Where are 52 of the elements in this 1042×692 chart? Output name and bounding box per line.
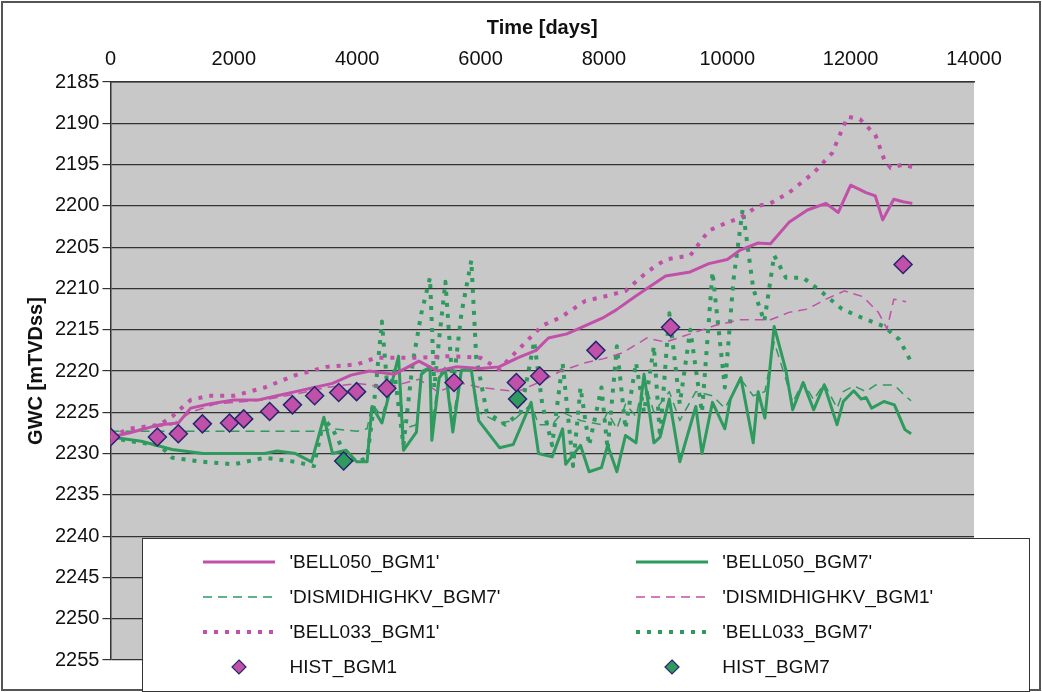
x-tick-label: 4000 bbox=[334, 46, 380, 69]
x-tick-label: 10000 bbox=[699, 46, 756, 69]
legend-label: HIST_BGM1 bbox=[289, 655, 398, 678]
y-tick-label: 2225 bbox=[54, 399, 100, 422]
x-tick-label: 12000 bbox=[822, 46, 879, 69]
legend-label: 'DISMIDHIGHKV_BGM1' bbox=[722, 585, 934, 608]
point bbox=[530, 366, 550, 386]
y-tick-label: 2255 bbox=[54, 647, 100, 670]
y-tick-label: 2205 bbox=[54, 234, 100, 257]
point bbox=[328, 382, 349, 403]
y-tick-label: 2195 bbox=[54, 152, 100, 175]
y-axis-title: GWC [mTVDss] bbox=[23, 297, 46, 445]
y-tick-label: 2210 bbox=[54, 275, 100, 298]
point bbox=[586, 340, 606, 361]
y-tick-label: 2200 bbox=[54, 193, 100, 216]
legend-label: 'BELL033_BGM7' bbox=[722, 620, 873, 643]
y-tick-label: 2230 bbox=[54, 441, 100, 464]
x-tick-label: 2000 bbox=[211, 46, 257, 69]
y-tick-label: 2220 bbox=[54, 358, 100, 381]
point bbox=[893, 254, 913, 275]
point bbox=[444, 372, 464, 393]
point bbox=[168, 424, 189, 444]
y-tick-label: 2240 bbox=[54, 523, 100, 546]
legend-label: 'DISMIDHIGHKV_BGM7' bbox=[289, 585, 501, 608]
point bbox=[282, 395, 303, 415]
x-tick-label: 14000 bbox=[946, 46, 1002, 69]
point bbox=[147, 427, 168, 447]
y-tick-label: 2235 bbox=[54, 482, 100, 505]
legend-label: HIST_BGM7 bbox=[722, 655, 830, 678]
legend-label: 'BELL050_BGM1' bbox=[289, 550, 440, 573]
point bbox=[233, 409, 254, 429]
point bbox=[304, 386, 325, 406]
legend-label: 'BELL033_BGM1' bbox=[289, 620, 440, 643]
point bbox=[259, 401, 280, 422]
y-tick-label: 2245 bbox=[54, 564, 100, 587]
x-tick-label: 0 bbox=[104, 46, 117, 69]
point bbox=[219, 413, 240, 433]
y-tick-label: 2215 bbox=[54, 317, 100, 340]
y-tick-label: 2185 bbox=[54, 69, 100, 92]
point bbox=[346, 381, 367, 402]
y-tick-label: 2250 bbox=[54, 606, 100, 629]
x-tick-label: 8000 bbox=[581, 46, 627, 69]
point bbox=[333, 451, 354, 471]
x-tick-label: 6000 bbox=[458, 46, 503, 69]
x-axis-title: Time [days] bbox=[486, 15, 598, 38]
y-tick-label: 2190 bbox=[54, 110, 100, 133]
point bbox=[377, 378, 397, 399]
point bbox=[507, 389, 528, 409]
point bbox=[660, 317, 681, 337]
legend-label: 'BELL050_BGM7' bbox=[722, 550, 873, 573]
point bbox=[192, 414, 213, 434]
point bbox=[506, 372, 527, 393]
